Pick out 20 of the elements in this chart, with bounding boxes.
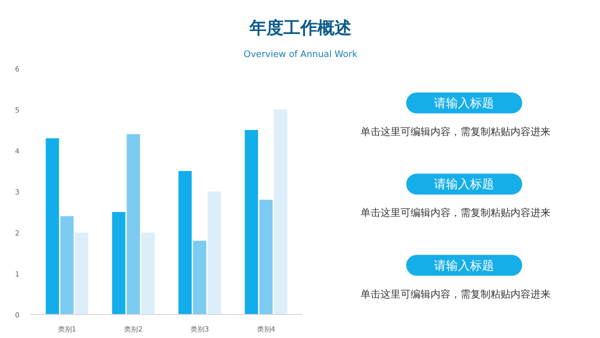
bar: [126, 134, 140, 314]
bar: [208, 192, 221, 314]
text: 单击这里可编辑内容，需复制粘贴内容进来: [360, 126, 550, 138]
text: 请输入标题: [434, 258, 494, 272]
chart-subtitle: Overview of Annual Work: [244, 50, 358, 60]
text: 请输入标题: [434, 177, 494, 192]
bar: [141, 232, 155, 314]
text: 单击这里可编辑内容，需复制粘贴内容进来: [360, 207, 550, 220]
bar: [46, 138, 60, 314]
chart-title: 年度工作概述: [248, 18, 352, 38]
text: 请输入标题: [434, 96, 494, 110]
bar: [259, 200, 273, 314]
bar: [112, 212, 126, 314]
bar: [74, 232, 88, 314]
bar: [60, 216, 74, 314]
text: 单击这里可编辑内容，需复制粘贴内容进来: [360, 288, 550, 300]
bar: [178, 171, 192, 314]
bar: [274, 110, 288, 314]
bar: [244, 130, 258, 314]
bar: [193, 240, 206, 314]
